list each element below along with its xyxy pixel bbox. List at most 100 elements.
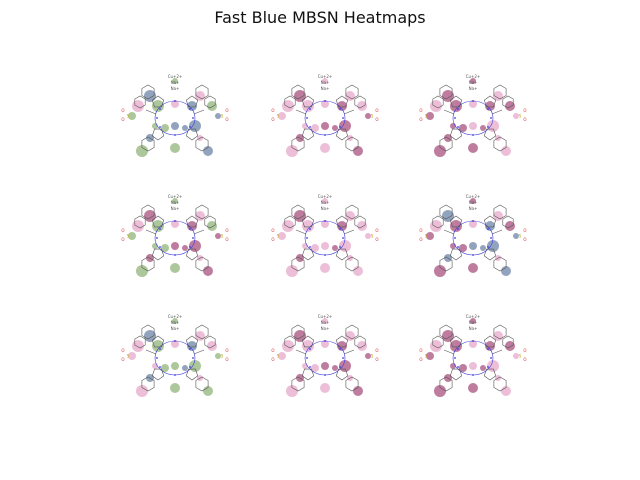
heat-blob — [144, 330, 156, 342]
benzene-ring — [195, 256, 209, 272]
oxygen-label: O — [375, 237, 378, 242]
heat-blob — [434, 385, 446, 397]
heat-blob — [294, 330, 306, 342]
ion-label: Cu+2+ — [318, 74, 333, 79]
nitrogen-atom — [487, 108, 489, 110]
nitrogen-atom — [156, 117, 158, 119]
pyrrole-ring — [335, 128, 349, 141]
nitrogen-atom — [487, 126, 489, 128]
benzene-ring — [493, 84, 507, 100]
ion-label: Na+ — [171, 320, 180, 325]
nitrogen-atom — [306, 357, 308, 359]
ion-label: Na+ — [321, 200, 330, 205]
heat-blob — [311, 124, 319, 132]
heat-blob — [357, 101, 367, 111]
nitrogen-atom — [457, 246, 459, 248]
heat-blob — [442, 90, 454, 102]
heat-layer — [426, 78, 519, 157]
nitrogen-atom — [457, 366, 459, 368]
benzene-ring — [195, 84, 209, 100]
nitrogen-atom — [159, 126, 161, 128]
benzene-ring — [141, 376, 155, 392]
nitrogen-atom — [159, 246, 161, 248]
benzene-ring — [354, 215, 366, 229]
heat-blob — [161, 124, 169, 132]
oxygen-label: O — [271, 348, 274, 353]
nitrogen-atom — [490, 237, 492, 239]
benzene-ring — [195, 204, 209, 220]
benzene-ring — [439, 376, 453, 392]
benzene-ring — [432, 335, 444, 349]
heat-blob — [171, 220, 179, 228]
heat-blob — [171, 362, 179, 370]
nitrogen-atom — [189, 366, 191, 368]
heat-blob — [215, 353, 221, 359]
benzene-ring — [204, 95, 216, 109]
sulfur-label: S — [371, 234, 374, 239]
benzene-ring — [493, 204, 507, 220]
nitrogen-atom — [457, 348, 459, 350]
heat-blob — [322, 318, 328, 324]
ion-label: Na+ — [469, 80, 478, 85]
pyrrole-ring — [185, 248, 199, 261]
heat-blob — [442, 330, 454, 342]
benzene-ring — [493, 376, 507, 392]
sulfur-label: S — [519, 354, 522, 359]
oxygen-label: O — [523, 357, 526, 362]
nitrogen-atom — [174, 254, 176, 256]
heat-blob — [469, 220, 477, 228]
heat-blob — [505, 221, 515, 231]
heat-blob — [353, 266, 363, 276]
ion-label: Na+ — [171, 326, 180, 331]
oxygen-label: O — [271, 357, 274, 362]
benzene-ring — [204, 215, 216, 229]
nitrogen-atom — [487, 366, 489, 368]
heat-blob — [320, 143, 330, 153]
heat-blob — [513, 233, 519, 239]
nitrogen-atom — [324, 254, 326, 256]
pyrrole-ring — [301, 95, 315, 108]
oxygen-label: O — [271, 108, 274, 113]
benzene-ring — [291, 204, 305, 220]
benzene-ring — [493, 324, 507, 340]
heat-blob — [282, 220, 294, 232]
pyrrole-ring — [449, 95, 463, 108]
pyrrole-ring — [335, 95, 349, 108]
heat-blob — [321, 242, 329, 250]
heat-blob — [182, 365, 188, 371]
ion-label: Na+ — [171, 86, 180, 91]
ion-label: Cu+2+ — [466, 314, 481, 319]
panel-r2-c2: Cu+2+ Na+ Na+ S O O S O O — [270, 186, 380, 286]
oxygen-label: O — [225, 108, 228, 113]
oxygen-label: O — [271, 228, 274, 233]
heat-blob — [487, 240, 499, 252]
nitrogen-atom — [472, 220, 474, 222]
benzene-ring — [141, 256, 155, 272]
heat-blob — [286, 265, 298, 277]
heat-blob — [144, 210, 156, 222]
heat-blob — [189, 360, 201, 372]
heat-blob — [136, 265, 148, 277]
nitrogen-atom — [159, 348, 161, 350]
heat-blob — [144, 90, 156, 102]
heat-blob — [450, 100, 462, 112]
benzene-ring — [141, 84, 155, 100]
heat-blob — [501, 266, 511, 276]
figure-title: Fast Blue MBSN Heatmaps — [214, 8, 426, 27]
heat-blob — [294, 210, 306, 222]
sulfur-label: S — [127, 234, 130, 239]
oxygen-label: O — [121, 357, 124, 362]
benzene-ring — [439, 324, 453, 340]
pyrrole-ring — [185, 335, 199, 348]
nitrogen-atom — [324, 100, 326, 102]
bond-layer — [284, 204, 366, 272]
benzene-ring — [493, 136, 507, 152]
heat-blob — [487, 360, 499, 372]
sulfur-label: S — [221, 114, 224, 119]
pyrrole-ring — [151, 128, 165, 141]
heat-blob — [501, 146, 511, 156]
heat-blob — [320, 383, 330, 393]
